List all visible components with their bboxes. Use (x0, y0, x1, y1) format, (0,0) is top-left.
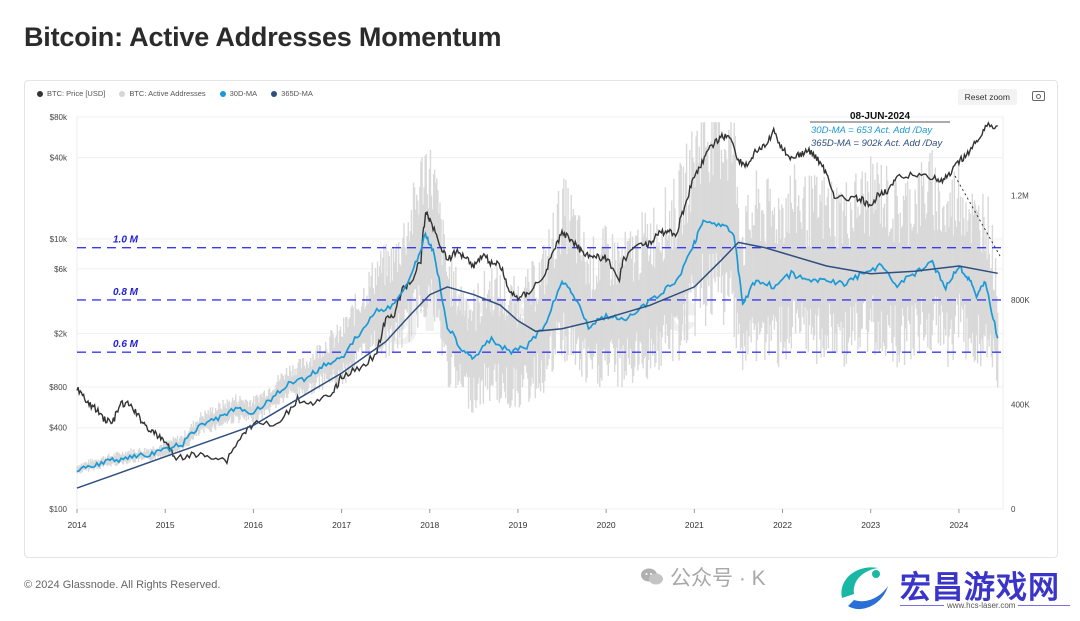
x-tick-label: 2022 (773, 520, 792, 530)
ma365-series-line (76, 241, 998, 489)
reset-zoom-button[interactable]: Reset zoom (957, 89, 1017, 105)
legend-item-ma365[interactable]: 365D-MA (271, 89, 313, 98)
footer-copyright: © 2024 Glassnode. All Rights Reserved. (24, 579, 221, 591)
annotation-ma365: 365D-MA = 902k Act. Add /Day (811, 138, 943, 149)
legend-label-ma30: 30D-MA (229, 89, 258, 98)
legend-dot-ma365 (271, 90, 278, 97)
legend-item-price[interactable]: BTC: Price [USD] (37, 89, 105, 98)
x-tick-label: 2021 (685, 520, 704, 530)
price-series-line (76, 121, 998, 466)
y-left-tick-label: $10k (50, 235, 68, 244)
y-left-tick-label: $40k (50, 154, 68, 163)
annotation-ma30: 30D-MA = 653 Act. Add /Day (811, 125, 933, 136)
reference-line-label: 1.0 M (113, 235, 139, 246)
y-left-tick-label: $2k (54, 329, 68, 338)
brand-logo-icon (841, 567, 888, 610)
y-right-tick-label: 400K (1011, 400, 1030, 409)
x-tick-label: 2023 (861, 520, 880, 530)
brand-name: 宏昌游戏网 (900, 570, 1060, 605)
x-tick-label: 2015 (156, 520, 175, 530)
legend-dot-active-addresses (119, 90, 126, 97)
camera-icon[interactable] (1032, 91, 1045, 101)
brand-url: www.hcs-laser.com (944, 601, 1019, 610)
x-tick-label: 2017 (332, 520, 351, 530)
ma30-series-line (76, 219, 999, 473)
y-left-tick-label: $400 (49, 424, 67, 433)
legend-dot-price (37, 90, 43, 97)
y-left-tick-label: $800 (49, 383, 67, 392)
y-left-tick-label: $80k (50, 113, 68, 122)
x-tick-label: 2019 (508, 520, 527, 530)
reference-line-label: 0.8 M (113, 287, 139, 298)
x-tick-label: 2020 (597, 520, 616, 530)
y-left-tick-label: $6k (54, 265, 68, 274)
reference-line-label: 0.6 M (113, 339, 139, 350)
chart-plot: $100 $400 $800 $2k $6k $10k $40k $80k 0 400K 800K 1… (49, 111, 1030, 530)
legend-item-active-addresses[interactable]: BTC: Active Addresses (119, 89, 206, 98)
x-tick-label: 2024 (949, 520, 968, 530)
annotation-date: 08-JUN-2024 (850, 111, 910, 122)
wechat-icon (641, 568, 663, 585)
legend-item-ma30[interactable]: 30D-MA (219, 89, 258, 98)
annotation-leader-line (954, 175, 1001, 257)
y-right-tick-label: 0 (1011, 505, 1016, 514)
wechat-watermark-text: 公众号 · K (670, 567, 766, 590)
legend-dot-ma30 (219, 90, 226, 97)
y-right-tick-label: 1.2M (1011, 191, 1029, 200)
chart-legend: BTC: Price [USD] BTC: Active Addresses 3… (37, 89, 313, 98)
x-tick-label: 2018 (420, 520, 439, 530)
chart-card: BTC: Price [USD] BTC: Active Addresses 3… (24, 80, 1058, 558)
y-left-tick-label: $100 (49, 505, 67, 514)
x-tick-label: 2016 (244, 520, 263, 530)
y-right-tick-label: 800K (1011, 296, 1030, 305)
wechat-watermark: 公众号 · K (640, 562, 766, 592)
legend-label-active-addresses: BTC: Active Addresses (129, 89, 206, 98)
legend-label-price: BTC: Price [USD] (47, 89, 106, 98)
x-tick-label: 2014 (68, 520, 87, 530)
active-addresses-series (76, 122, 999, 474)
page-title: Bitcoin: Active Addresses Momentum (24, 22, 502, 52)
legend-label-ma365: 365D-MA (281, 89, 313, 98)
